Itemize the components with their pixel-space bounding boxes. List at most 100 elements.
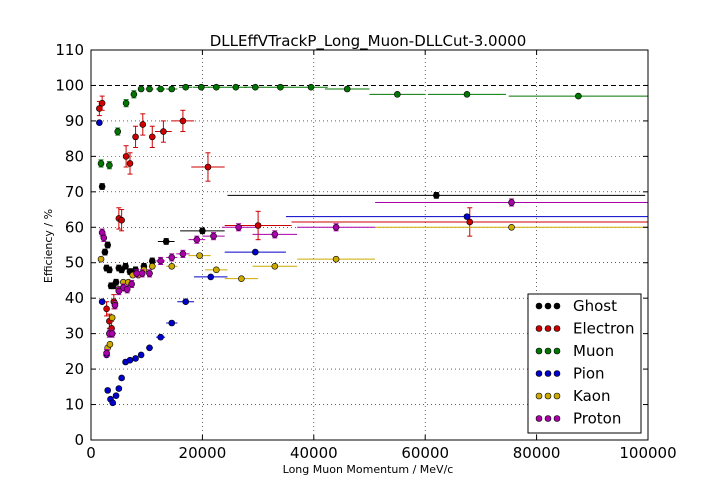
y-axis-label: Efficiency / % [42, 209, 55, 283]
data-point [96, 119, 103, 126]
x-tick-label: 100000 [619, 444, 676, 462]
data-point [199, 227, 206, 235]
legend-marker [553, 415, 561, 422]
data-point [252, 248, 259, 256]
data-point [148, 133, 156, 141]
legend-item-proton: Proton [535, 410, 621, 428]
data-point [168, 85, 176, 93]
legend-item-pion: Pion [535, 365, 605, 383]
data-point [111, 301, 119, 309]
series-muon [97, 83, 648, 170]
legend-item-kaon: Kaon [535, 387, 610, 405]
plot-area-frame [90, 49, 649, 441]
legend-marker [535, 370, 543, 377]
legend-marker [535, 302, 543, 310]
y-tick-label: 60 [65, 218, 84, 236]
data-point [332, 223, 340, 231]
data-point [97, 255, 105, 263]
data-point [168, 319, 176, 327]
data-point [466, 218, 474, 226]
series-pion [96, 119, 648, 407]
y-tick-label: 10 [65, 396, 84, 414]
data-point [193, 236, 201, 243]
data-point [463, 91, 471, 98]
data-point [97, 160, 105, 167]
data-point [157, 333, 164, 341]
data-point [130, 91, 138, 98]
legend-marker [553, 392, 561, 400]
data-point [213, 83, 220, 91]
data-point [98, 183, 106, 190]
data-point [137, 351, 145, 359]
data-point [508, 223, 515, 231]
x-tick-label: 80000 [513, 444, 561, 462]
data-point [106, 340, 114, 348]
data-point [235, 223, 242, 231]
data-point [122, 99, 130, 107]
data-point [101, 248, 109, 256]
data-point [343, 85, 351, 93]
data-point [132, 133, 139, 141]
data-point [115, 385, 123, 392]
x-tick-label: 60000 [401, 444, 449, 462]
legend-box [527, 293, 642, 434]
legend-label: Muon [573, 342, 614, 360]
data-point [463, 213, 471, 220]
data-point [146, 270, 153, 277]
data-point [112, 278, 120, 286]
y-tick-label: 70 [65, 183, 84, 201]
data-point [103, 305, 110, 313]
data-point [104, 241, 112, 249]
data-point [106, 161, 113, 169]
x-tick-label: 0 [86, 444, 96, 462]
series-electron [96, 95, 648, 336]
legend-marker [544, 347, 552, 355]
legend-marker [553, 325, 561, 332]
legend-item-electron: Electron [535, 320, 635, 338]
x-axis-label: Long Muon Momentum / MeV/c [283, 463, 454, 476]
legend-marker [553, 347, 561, 355]
y-tick-label: 110 [55, 41, 84, 59]
x-tick-label: 20000 [179, 444, 227, 462]
legend-marker [535, 325, 543, 332]
data-point [179, 250, 187, 258]
data-point [433, 192, 440, 199]
data-point [104, 387, 112, 394]
y-tick-label: 100 [55, 76, 84, 94]
y-tick-label: 0 [74, 431, 84, 449]
data-point [109, 399, 117, 407]
data-point [254, 222, 262, 229]
data-point [123, 286, 131, 293]
legend-marker [535, 347, 543, 355]
data-point [118, 216, 125, 224]
data-point [182, 298, 189, 306]
legend-label: Pion [573, 365, 605, 383]
legend-marker [544, 302, 552, 310]
data-point [197, 83, 205, 91]
data-point [114, 128, 122, 135]
data-point [132, 355, 139, 362]
axis-ticks: 0 20000 40000 60000 80000 100000 0 10 20 30 40 50 60… [55, 41, 676, 462]
x-tick-label: 40000 [290, 444, 338, 462]
data-point [139, 121, 147, 128]
data-point [98, 99, 106, 107]
legend: Ghost Electron Muon Pion Kaon Proton [527, 293, 642, 434]
legend-entries: Ghost Electron Muon Pion Kaon Proton [535, 297, 635, 428]
data-point [157, 85, 164, 93]
data-point [271, 231, 279, 238]
data-point [160, 128, 167, 135]
legend-marker [535, 415, 543, 422]
legend-marker [535, 392, 543, 400]
data-point [277, 83, 284, 91]
data-point [168, 254, 176, 261]
data-point [103, 349, 110, 357]
data-point [108, 330, 116, 337]
data-point [196, 252, 203, 259]
data-point [238, 275, 245, 282]
data-point [508, 199, 515, 206]
y-tick-label: 80 [65, 147, 84, 165]
legend-marker [544, 392, 552, 400]
legend-label: Ghost [573, 297, 617, 315]
data-point [182, 83, 189, 91]
